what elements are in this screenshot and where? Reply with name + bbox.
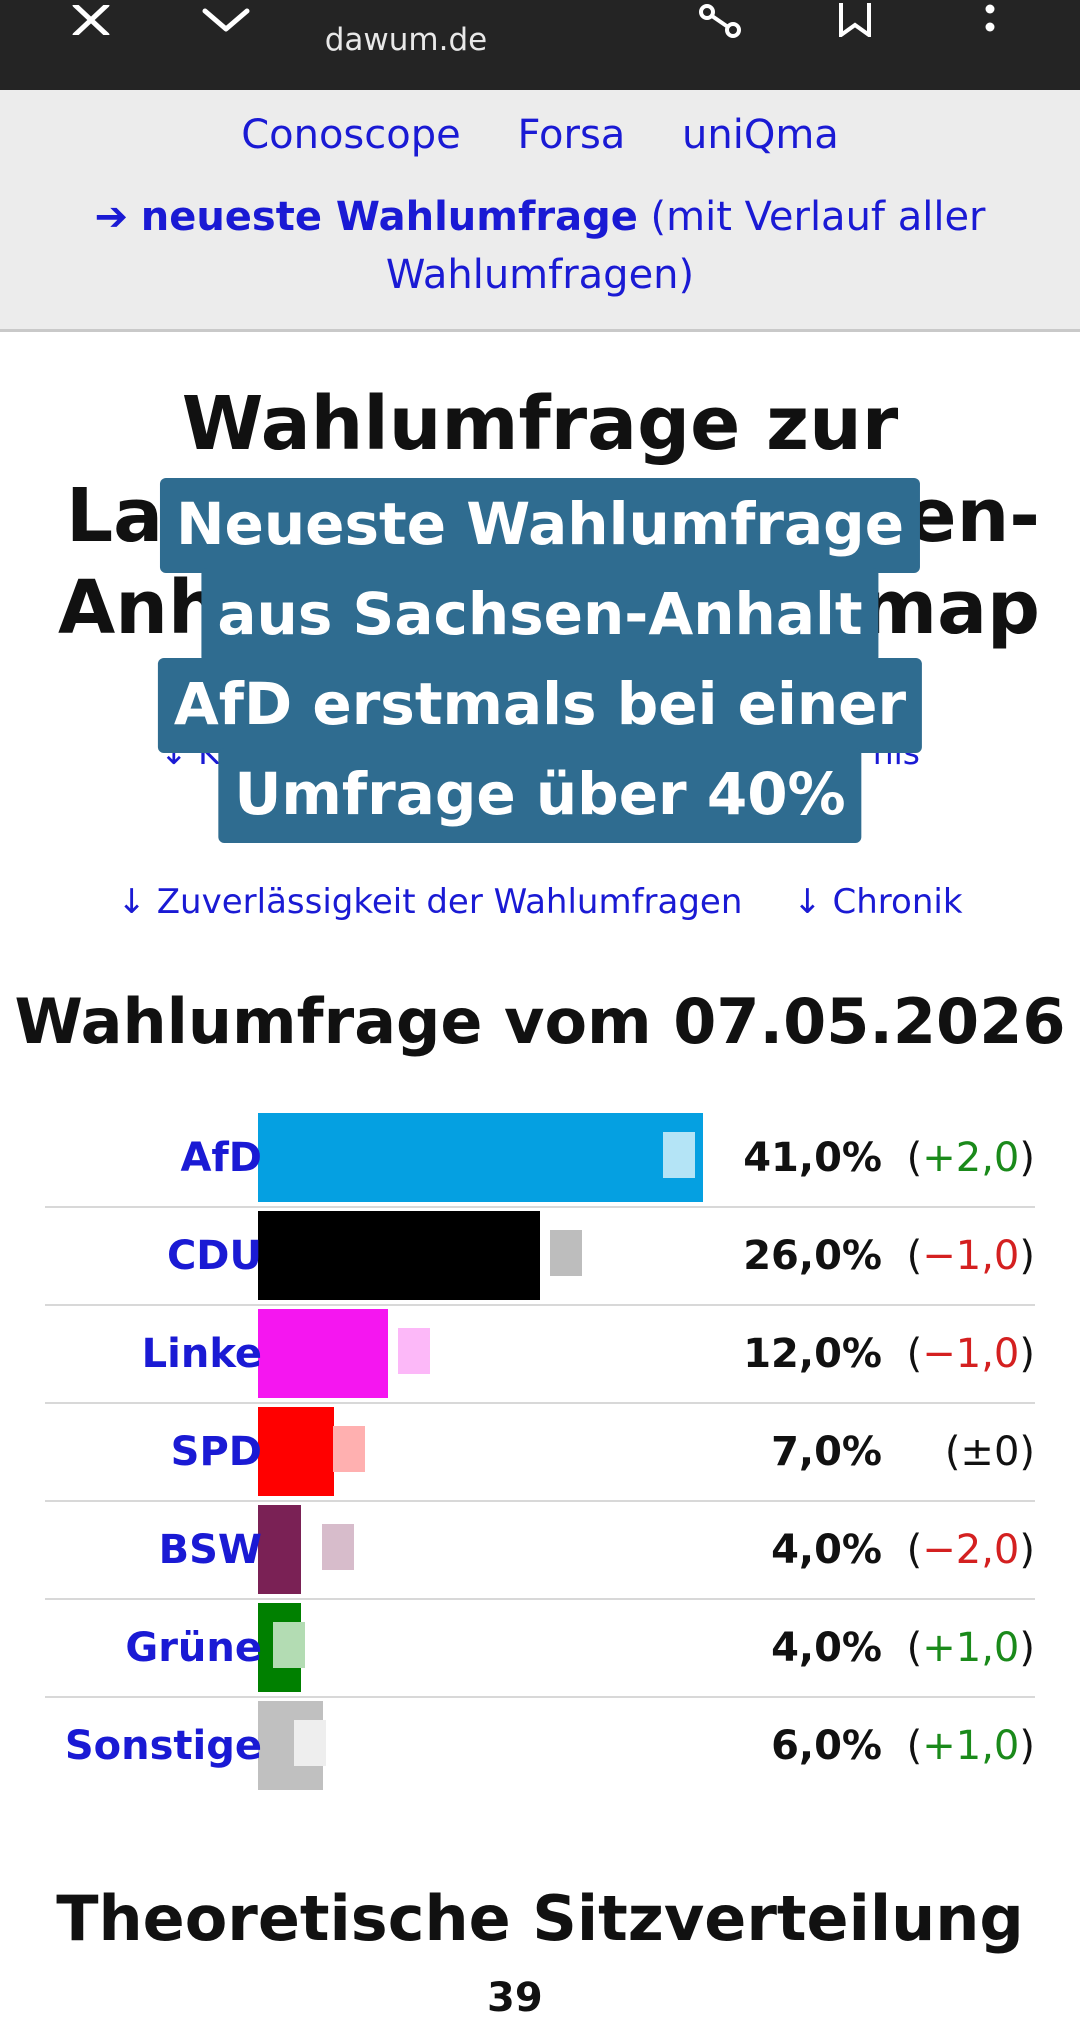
bookmark-icon[interactable] [832,0,878,40]
newest-poll-label: neueste Wahlumfrage [140,194,638,240]
poll-title: Wahlumfrage vom 07.05.2026 [14,985,1066,1058]
caption-line-4: Umfrage über 40% [218,748,862,843]
party-percentage: 7,0% [771,1429,882,1475]
party-percentage: 41,0% [743,1135,882,1181]
previous-result-marker [294,1720,327,1766]
party-name[interactable]: Linke [141,1331,262,1377]
previous-result-marker [322,1524,355,1570]
table-row: CDU 26,0% (−1,0) [45,1208,1035,1306]
close-icon[interactable] [68,0,114,40]
party-name[interactable]: CDU [166,1233,262,1279]
pollster-links: Conoscope Forsa uniQma [0,112,1080,158]
party-change: (+2,0) [906,1135,1035,1181]
anchor-link-chronik[interactable]: ↓ Chronik [793,882,963,922]
table-row: SPD 7,0% (±0) [45,1404,1035,1502]
table-row: BSW 4,0% (−2,0) [45,1502,1035,1600]
share-icon[interactable] [694,0,746,40]
previous-result-marker [272,1622,305,1668]
table-row: AfD 41,0% (+2,0) [45,1110,1035,1208]
party-percentage: 4,0% [771,1625,882,1671]
party-bar [258,1113,703,1202]
anchor-links: ↓ Zuverlässigkeit der Wahlumfragen ↓ Chr… [0,882,1080,922]
previous-result-marker [398,1328,431,1374]
dropdown-icon[interactable] [200,0,252,40]
party-bar [258,1505,302,1594]
caption-line-3: AfD erstmals bei einer [157,658,923,753]
table-row: Linke 12,0% (−1,0) [45,1306,1035,1404]
newest-poll-link[interactable]: ➔ neueste Wahlumfrage (mit Verlauf aller… [60,188,1020,304]
title-line-1: Wahlumfrage zur [181,381,899,467]
party-name[interactable]: Grüne [125,1625,262,1671]
arrow-right-icon: ➔ [94,194,128,240]
party-name[interactable]: Sonstige [64,1723,262,1769]
previous-result-marker [663,1132,696,1178]
anchor-link-reliability[interactable]: ↓ Zuverlässigkeit der Wahlumfragen [117,882,743,922]
more-icon[interactable] [970,0,1010,40]
poll-nav-block: Conoscope Forsa uniQma ➔ neueste Wahlumf… [0,90,1080,332]
party-change: (−1,0) [906,1331,1035,1377]
party-percentage: 12,0% [743,1331,882,1377]
table-row: Sonstige 6,0% (+1,0) [45,1698,1035,1796]
party-name[interactable]: AfD [180,1135,262,1181]
party-change: (−2,0) [906,1527,1035,1573]
previous-result-marker [549,1230,582,1276]
table-row: Grüne 4,0% (+1,0) [45,1600,1035,1698]
party-change: (−1,0) [906,1233,1035,1279]
party-percentage: 6,0% [771,1723,882,1769]
party-bar [258,1211,541,1300]
caption-line-1: Neueste Wahlumfrage [159,478,921,573]
party-name[interactable]: SPD [170,1429,262,1475]
url-bar[interactable]: dawum.de [324,22,488,58]
poll-results-table: AfD 41,0% (+2,0) CDU 26,0% (−1,0) Linke 12,0% (−… [45,1110,1035,1796]
pollster-link-conoscope[interactable]: Conoscope [241,112,461,158]
party-percentage: 26,0% [743,1233,882,1279]
pollster-link-forsa[interactable]: Forsa [517,112,626,158]
previous-result-marker [332,1426,365,1472]
party-change: (+1,0) [906,1723,1035,1769]
party-change: (±0) [944,1429,1035,1475]
seat-distribution-title: Theoretische Sitzverteilung [56,1882,1024,1955]
party-bar [258,1407,334,1496]
party-change: (+1,0) [906,1625,1035,1671]
party-percentage: 4,0% [771,1527,882,1573]
seat-total: 39 [487,1975,543,2021]
party-name[interactable]: BSW [158,1527,262,1573]
browser-toolbar: dawum.de [0,0,1080,90]
party-bar [258,1309,389,1398]
caption-line-2: aus Sachsen-Anhalt [201,568,879,663]
newest-poll-note: (mit Verlauf aller Wahlumfragen) [385,194,986,298]
pollster-link-uniqma[interactable]: uniQma [682,112,839,158]
